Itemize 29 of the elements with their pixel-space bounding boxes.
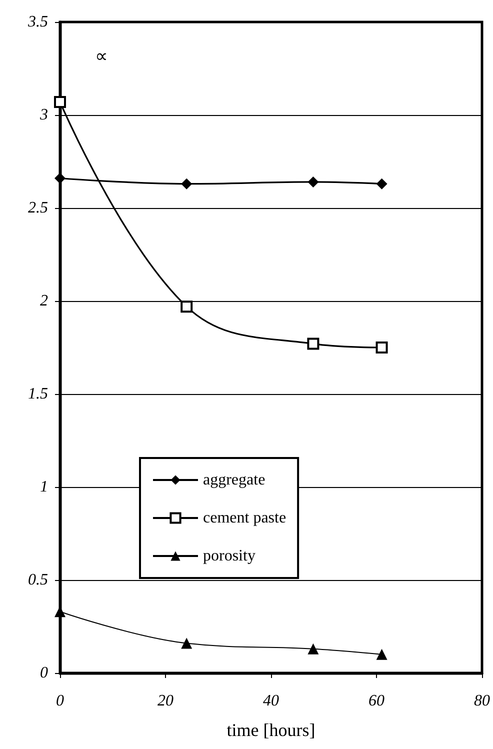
x-tick-label: 20: [158, 692, 174, 710]
point: [307, 338, 320, 350]
point: [376, 342, 388, 354]
x-tick-label: 60: [368, 692, 384, 710]
legend-label: aggregate: [203, 472, 266, 488]
point: [54, 172, 66, 184]
y-tick-label: 1.5: [28, 386, 48, 402]
y-tick-label: 2: [40, 292, 48, 310]
y-tick-label: 1: [40, 478, 48, 496]
y-tick-label: 0: [40, 664, 48, 682]
x-axis-title: time [hours]: [226, 720, 316, 740]
y-tick-label: 3: [39, 106, 48, 124]
x-tick-label: 80: [474, 692, 490, 710]
point: [181, 178, 192, 190]
point: [181, 638, 192, 649]
annotation: ∝: [95, 46, 108, 66]
y-tick-label: 2.5: [28, 200, 48, 216]
point: [308, 643, 319, 654]
point: [376, 648, 388, 660]
x-tick-label: 0: [56, 692, 64, 710]
y-tick-label: 3.5: [27, 14, 48, 30]
legend-label: cement paste: [203, 510, 286, 526]
y-tick-label: 0.5: [28, 572, 48, 588]
point: [376, 178, 388, 190]
point: [180, 300, 193, 313]
point: [308, 176, 319, 188]
legend-label: porosity: [203, 548, 256, 564]
x-tick-label: 40: [263, 692, 279, 710]
point: [54, 96, 66, 108]
